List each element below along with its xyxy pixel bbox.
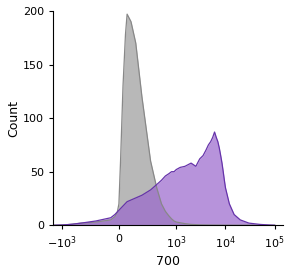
X-axis label: 700: 700 [156,255,180,268]
Y-axis label: Count: Count [7,100,20,137]
